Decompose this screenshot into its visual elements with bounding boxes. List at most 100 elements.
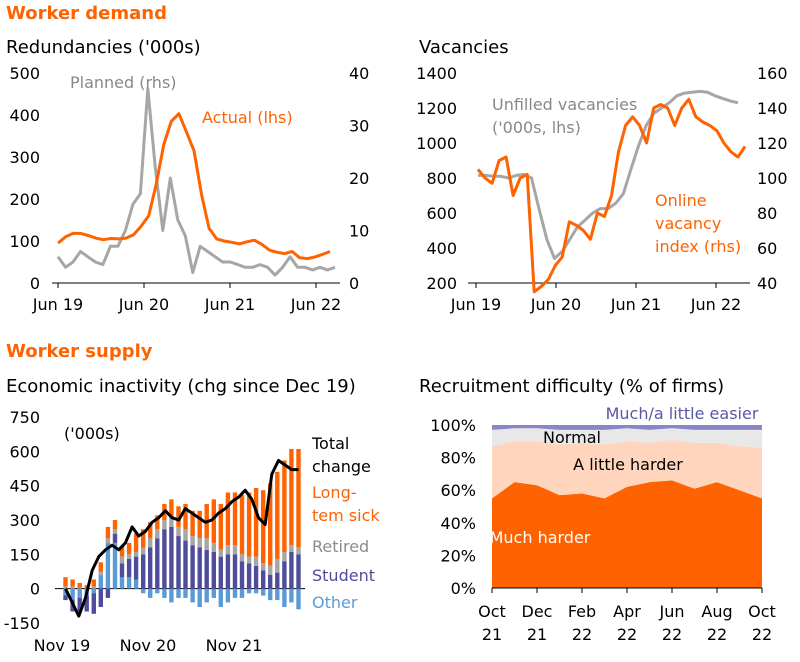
bar-long-tem-sick-16 [176,506,181,527]
bar-other-7 [112,542,118,589]
redundancies-x-tick-0: Jun 19 [32,295,83,314]
bar-student-21 [211,552,216,589]
bar-other-10 [133,579,139,589]
bar-student-29 [268,574,273,589]
bar-retired-12 [148,538,153,548]
inactivity-y-tick-3: 300 [9,511,40,530]
online-vacancy-line [476,97,747,294]
redundancies-x-tick-3: Jun 22 [290,295,341,314]
bar-other-19 [197,588,202,607]
redundancies-x-tick-2: Jun 21 [204,295,255,314]
inactivity-unit-label: ('000s) [64,424,120,443]
bar-retired-28 [261,563,266,571]
bar-student-5 [98,588,103,607]
vacancies-y-left-tick-0: 200 [426,274,457,293]
redundancies-x-tick-1: Jun 20 [118,295,169,314]
bar-student-0 [63,595,68,601]
chart-title-economic-inactivity: Economic inactivity (chg since Dec 19) [6,376,356,397]
bar-long-tem-sick-33 [296,449,301,548]
vacancies-y-left-tick-1: 400 [426,239,457,258]
vacancies-y-left-tick-2: 600 [426,204,457,223]
bar-long-tem-sick-30 [275,471,280,559]
bar-retired-6 [105,538,111,543]
bar-long-tem-sick-24 [232,492,238,546]
bar-other-25 [239,588,245,598]
bar-retired-8 [119,556,125,564]
recruitment-x-tick-2-year: 22 [572,625,592,644]
bar-retired-20 [204,538,209,550]
redundancies-y-right-tick-4: 40 [349,64,369,83]
label-easier: Much/a little easier [606,404,759,423]
redundancies-y-left-tick-5: 500 [9,64,40,83]
bar-other-4 [91,588,96,594]
redundancies-y-right-tick-3: 30 [349,117,369,136]
bar-other-31 [282,588,287,607]
vacancies-y-right-tick-1: 60 [757,239,777,258]
inactivity-y-tick-5: 0 [30,580,40,599]
inactivity-y-tick-0: 750 [9,408,40,427]
recruitment-x-tick-1-month: Dec [522,602,553,621]
bar-other-6 [105,542,111,589]
bar-retired-19 [197,538,202,548]
bar-long-tem-sick-29 [268,483,273,566]
bar-retired-13 [155,529,160,539]
inactivity-y-tick-4: 150 [9,545,40,564]
vacancies-x-tick-3: Jun 22 [690,295,741,314]
label-total-line1: Total [311,434,349,453]
chart-title-redundancies: Redundancies ('000s) [6,37,201,58]
recruitment-y-tick-1: 20% [440,546,476,565]
bar-student-27 [253,565,259,589]
bar-retired-30 [275,558,280,573]
vacancies-y-left-tick-4: 1000 [416,134,457,153]
recruitment-x-tick-0-month: Oct [478,602,506,621]
redundancies-y-left-tick-0: 0 [30,274,40,293]
bar-retired-18 [190,536,195,546]
inactivity-x-tick-0: Nov 19 [34,636,91,655]
bar-other-1 [70,588,75,601]
inactivity-x-tick-1: Nov 20 [120,636,177,655]
redundancies-y-left-tick-4: 400 [9,106,40,125]
bar-other-21 [211,588,216,598]
bar-retired-1 [70,586,75,589]
bar-other-27 [253,588,259,594]
bar-student-31 [282,561,287,589]
bar-student-3 [84,595,89,612]
bar-other-11 [141,588,146,594]
area-a-little-harder [492,439,762,499]
bar-long-tem-sick-3 [84,585,89,588]
label-retired: Retired [312,537,369,556]
bar-long-tem-sick-22 [218,504,223,550]
vacancies-y-right-tick-5: 140 [757,99,788,118]
chart-title-vacancies: Vacancies [419,37,509,58]
bar-long-tem-sick-15 [169,499,174,518]
bar-long-tem-sick-9 [126,542,132,555]
bar-long-tem-sick-18 [190,510,195,536]
bar-student-16 [176,536,181,589]
bar-student-14 [162,529,167,589]
bar-other-23 [225,588,231,603]
bar-retired-23 [225,545,231,555]
bar-long-tem-sick-13 [155,515,160,530]
bar-long-tem-sick-17 [183,504,188,530]
bar-other-12 [148,588,153,598]
bar-long-tem-sick-21 [211,499,216,543]
bar-retired-22 [218,549,223,557]
bar-student-25 [239,561,245,589]
redundancies-y-left-tick-3: 300 [9,148,40,167]
bar-other-16 [176,588,181,598]
vacancies-x-tick-0: Jun 19 [450,295,501,314]
bar-retired-26 [246,556,252,564]
vacancies-y-left-tick-3: 800 [426,169,457,188]
bar-other-30 [275,588,280,601]
bar-student-11 [141,554,146,589]
bar-other-28 [261,588,266,596]
bar-student-10 [133,556,139,580]
bar-other-24 [232,588,238,598]
bar-retired-11 [141,547,146,555]
recruitment-x-tick-3-month: Apr [613,602,641,621]
bar-other-26 [246,588,252,594]
bar-other-29 [268,588,273,601]
bar-long-tem-sick-23 [225,492,231,546]
bar-retired-32 [289,545,294,553]
bar-retired-9 [126,554,132,559]
